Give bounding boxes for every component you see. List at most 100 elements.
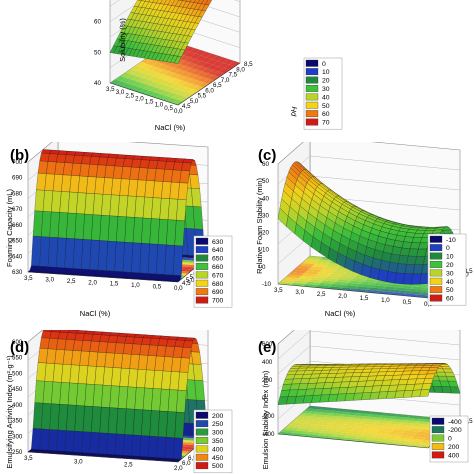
z-tick-label: 50 <box>262 178 269 185</box>
floor-contour-cell <box>343 285 359 289</box>
floor-contour-cell <box>147 71 159 77</box>
floor-contour-cell <box>373 432 389 437</box>
floor-contour-cell <box>160 90 172 96</box>
floor-contour-cell <box>336 279 352 283</box>
ph-tick-label: 4,5 <box>182 280 191 287</box>
legend-label: 450 <box>212 455 224 462</box>
floor-contour-cell <box>341 424 357 429</box>
floor-contour-cell <box>413 284 429 288</box>
floor-contour-cell <box>288 422 304 426</box>
z-tick-label: -200 <box>262 413 275 420</box>
nacl-tick-label: 0,5 <box>403 299 412 306</box>
legend-label: 60 <box>446 296 454 303</box>
floor-contour-cell <box>149 87 160 93</box>
legend-swatch <box>195 237 209 245</box>
floor-contour-cell <box>298 425 314 430</box>
floor-contour-cell <box>208 69 219 76</box>
floor-contour-cell <box>212 61 224 67</box>
floor-contour-cell <box>202 68 214 74</box>
floor-contour-cell <box>291 270 307 274</box>
floor-contour-cell <box>369 411 385 416</box>
floor-contour-cell <box>323 278 339 282</box>
floor-contour-cell <box>176 80 187 86</box>
nacl-tick-label: 3,5 <box>106 86 115 93</box>
floor-contour-cell <box>327 413 343 417</box>
floor-contour-cell <box>357 410 373 415</box>
floor-contour-cell <box>218 68 230 74</box>
floor-contour-cell <box>330 434 346 438</box>
surface-cell <box>422 378 434 384</box>
floor-contour-cell <box>160 85 171 91</box>
floor-contour-cell <box>352 415 368 419</box>
ph-tick-label: 8,5 <box>464 268 473 275</box>
floor-contour-cell <box>175 69 186 75</box>
floor-contour-cell <box>159 74 170 80</box>
floor-contour-cell <box>229 61 240 67</box>
floor-contour-cell <box>361 431 377 436</box>
floor-contour-cell <box>301 423 317 427</box>
floor-contour-cell <box>377 417 393 422</box>
ph-tick-label: 8,5 <box>244 61 253 68</box>
floor-contour-cell <box>152 67 164 73</box>
floor-contour-cell <box>131 76 143 82</box>
z-axis-label: Emulsifying Activity Index (m²·g⁻¹) <box>5 355 14 469</box>
surface-cell <box>192 206 204 230</box>
floor-contour-cell <box>344 272 360 276</box>
floor-contour-cell <box>361 281 377 286</box>
floor-contour-cell <box>184 57 196 63</box>
surface-cell <box>181 162 192 172</box>
floor-contour-cell <box>416 431 432 436</box>
floor-contour-cell <box>176 85 188 91</box>
floor-contour-cell <box>149 92 161 98</box>
floor-contour-cell <box>168 62 180 68</box>
legend-swatch <box>195 428 209 436</box>
floor-contour-cell <box>343 435 359 439</box>
floor-contour-cell <box>314 261 330 266</box>
floor-contour-cell <box>364 416 380 420</box>
floor-contour-cell <box>166 92 177 98</box>
floor-contour-cell <box>223 59 235 65</box>
floor-contour-cell <box>169 67 181 73</box>
legend-swatch <box>305 110 319 118</box>
floor-contour-cell <box>326 275 342 280</box>
floor-contour-cell <box>283 427 299 431</box>
floor-contour-cell <box>383 286 399 290</box>
surface-cell <box>174 411 185 439</box>
legend-swatch <box>429 286 443 294</box>
floor-contour-cell <box>355 436 371 440</box>
floor-contour-cell <box>132 81 143 87</box>
floor-contour-cell <box>406 428 422 432</box>
legend-label: 0 <box>448 436 452 443</box>
floor-contour-cell <box>208 75 220 81</box>
legend-swatch <box>429 269 443 277</box>
z-tick-label: -400 <box>262 431 275 438</box>
legend-label: 670 <box>212 272 224 279</box>
floor-contour-cell <box>321 417 337 422</box>
ph-tick-label: 5,0 <box>190 98 199 105</box>
floor-contour-cell <box>363 279 379 283</box>
floor-contour-cell <box>137 83 149 89</box>
floor-contour-cell <box>317 259 333 263</box>
floor-contour-cell <box>283 277 299 281</box>
legend-label: 30 <box>446 270 454 277</box>
floor-contour-cell <box>213 71 225 77</box>
panel-e: 5,05,56,06,57,07,58,08,56004002000-200-4… <box>258 330 473 469</box>
floor-contour-cell <box>196 60 207 67</box>
panel-a: 3,5 3,0 2,5 2,0 1,5 1,0 0,5 0,04,55,05,56,06,57… <box>94 0 343 132</box>
floor-contour-cell <box>174 64 186 70</box>
floor-contour-cell <box>200 52 212 58</box>
floor-contour-cell <box>345 282 361 287</box>
floor-contour-cell <box>154 83 166 89</box>
floor-contour-cell <box>311 427 327 431</box>
legend-swatch <box>431 443 445 450</box>
z-tick-label: 350 <box>12 418 23 425</box>
floor-contour-cell <box>202 73 214 79</box>
nacl-tick-label: 0,0 <box>174 285 183 292</box>
floor-contour-cell <box>146 60 158 66</box>
floor-contour-cell <box>179 55 190 61</box>
surface-cell <box>171 274 182 281</box>
ph-tick-label: 7,5 <box>229 72 238 79</box>
z-axis-label: Foaming Capacity (mL) <box>5 189 14 267</box>
